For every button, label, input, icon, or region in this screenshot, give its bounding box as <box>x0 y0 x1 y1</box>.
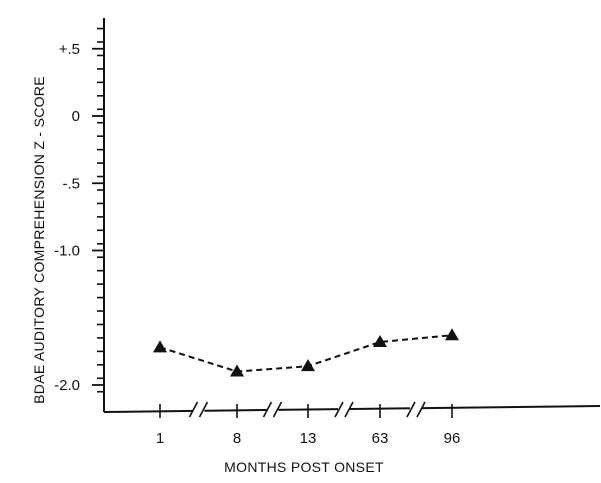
y-axis-title: BDAE AUDITORY COMPREHENSION Z - SCORE <box>31 76 47 404</box>
series <box>153 328 459 377</box>
data-point <box>373 334 387 347</box>
data-point <box>230 364 244 377</box>
data-point <box>301 359 315 372</box>
x-axis-break <box>334 401 354 418</box>
x-axis: 1 8 13 63 96 <box>103 401 601 447</box>
y-axis: +.5 0 -.5 -1.0 -2.0 <box>54 18 105 412</box>
x-tick-label: 96 <box>444 430 461 447</box>
x-axis-break <box>262 401 283 418</box>
data-point <box>153 340 167 353</box>
x-axis-break-slash <box>272 401 283 418</box>
x-axis-break-slash <box>198 401 209 418</box>
y-tick-label: -2.0 <box>54 377 80 394</box>
y-tick-label: -1.0 <box>54 243 80 260</box>
x-tick-label: 63 <box>372 430 389 447</box>
x-tick-label: 13 <box>300 430 317 447</box>
x-axis-line <box>103 405 601 413</box>
x-axis-break <box>188 401 209 418</box>
y-tick-label: -.5 <box>62 175 80 192</box>
x-axis-break-slash <box>416 401 426 418</box>
x-axis-break-slash <box>188 401 199 418</box>
x-axis-break-slash <box>406 401 416 418</box>
x-axis-break <box>406 401 426 418</box>
x-axis-break-slash <box>262 401 273 418</box>
y-tick-label: +.5 <box>59 41 80 58</box>
x-axis-break-slash <box>334 401 344 418</box>
data-point <box>445 328 459 341</box>
x-axis-title: MONTHS POST ONSET <box>224 459 384 475</box>
x-axis-break-slash <box>344 401 354 418</box>
y-tick-label: 0 <box>72 108 80 125</box>
x-tick-label: 1 <box>156 430 164 447</box>
x-tick-label: 8 <box>233 430 241 447</box>
